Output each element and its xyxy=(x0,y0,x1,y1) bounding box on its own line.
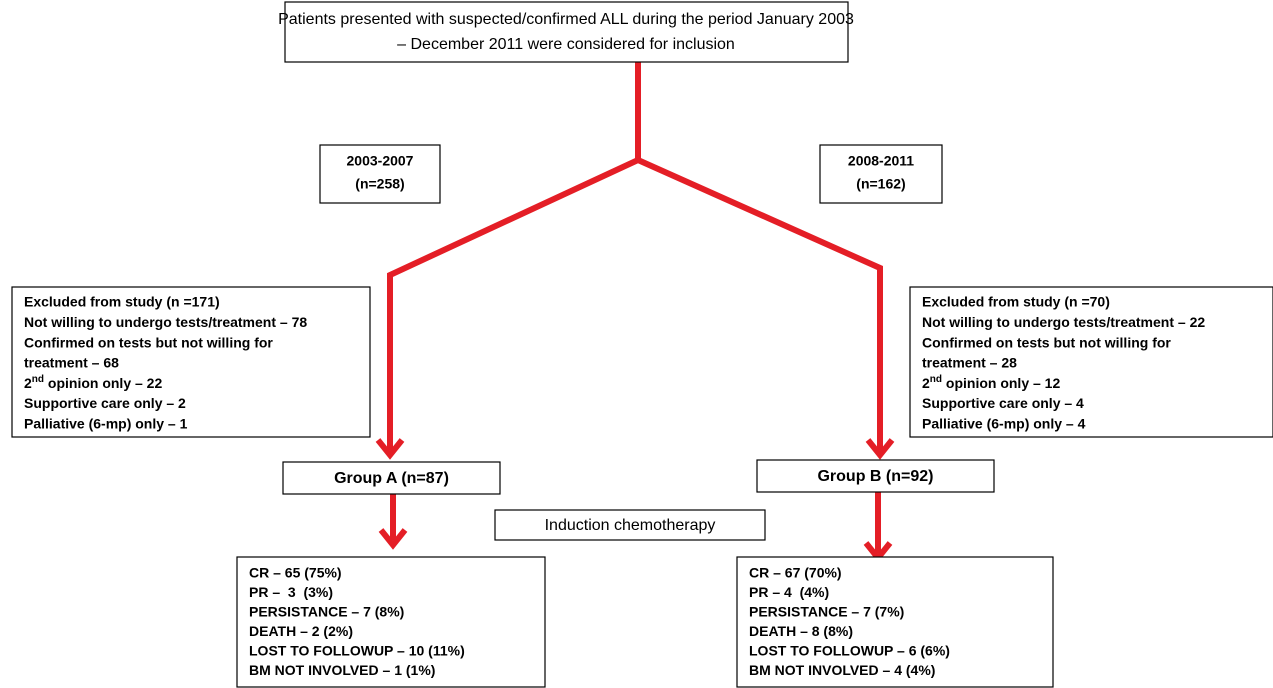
group-label: Group A (n=87) xyxy=(334,470,449,487)
connector xyxy=(636,157,883,450)
superscript: nd xyxy=(32,374,44,385)
text-line: 2nd opinion only – 12 xyxy=(922,374,1060,391)
text-line: PERSISTANCE – 7 (8%) xyxy=(249,604,404,620)
text-line: – December 2011 were considered for incl… xyxy=(397,36,735,53)
text-part: opinion only – 22 xyxy=(44,375,162,391)
box xyxy=(11,286,371,438)
text-line: (n=258) xyxy=(355,176,404,192)
text-line: 2nd opinion only – 22 xyxy=(24,374,162,391)
text-line: treatment – 68 xyxy=(24,355,119,371)
superscript: nd xyxy=(930,374,942,385)
text-line: DEATH – 2 (2%) xyxy=(249,623,353,639)
text-line: LOST TO FOLLOWUP – 10 (11%) xyxy=(249,643,465,659)
text-line: Confirmed on tests but not willing for xyxy=(24,334,273,350)
text-line: BM NOT INVOLVED – 1 (1%) xyxy=(249,662,435,678)
connectors xyxy=(375,62,895,563)
box xyxy=(236,556,546,688)
box xyxy=(494,509,766,541)
arrowhead xyxy=(865,438,895,460)
text-line: Not willing to undergo tests/treatment –… xyxy=(24,314,307,330)
text-line: 2003-2007 xyxy=(347,153,414,169)
arrowhead xyxy=(378,528,408,550)
text-line: Excluded from study (n =70) xyxy=(922,294,1110,310)
text-part: 2 xyxy=(922,375,930,391)
text-line: (n=162) xyxy=(856,176,905,192)
text-line: PERSISTANCE – 7 (7%) xyxy=(749,604,904,620)
text-line: Palliative (6-mp) only – 4 xyxy=(922,416,1086,432)
text-line: DEATH – 8 (8%) xyxy=(749,623,853,639)
text-line: CR – 65 (75%) xyxy=(249,565,342,581)
induction-label: Induction chemotherapy xyxy=(545,517,716,534)
box xyxy=(319,144,441,204)
box xyxy=(819,144,943,204)
text-line: PR – 3 (3%) xyxy=(249,584,333,600)
text-line: Patients presented with suspected/confir… xyxy=(278,11,854,28)
box xyxy=(736,556,1054,688)
text-part: opinion only – 12 xyxy=(942,375,1060,391)
box xyxy=(909,286,1273,438)
text-line: Not willing to undergo tests/treatment –… xyxy=(922,314,1205,330)
box xyxy=(282,461,501,495)
box xyxy=(284,1,849,63)
text-line: LOST TO FOLLOWUP – 6 (6%) xyxy=(749,643,950,659)
box xyxy=(756,459,995,493)
group-label: Group B (n=92) xyxy=(817,468,933,485)
connector xyxy=(387,62,641,450)
text-line: Supportive care only – 2 xyxy=(24,395,186,411)
text-line: Excluded from study (n =171) xyxy=(24,294,220,310)
text-line: Confirmed on tests but not willing for xyxy=(922,334,1171,350)
text-line: BM NOT INVOLVED – 4 (4%) xyxy=(749,662,935,678)
arrowhead xyxy=(375,438,405,460)
text-line: Supportive care only – 4 xyxy=(922,395,1084,411)
text-line: CR – 67 (70%) xyxy=(749,565,842,581)
text-line: Palliative (6-mp) only – 1 xyxy=(24,416,188,432)
text-line: PR – 4 (4%) xyxy=(749,584,829,600)
text-line: 2008-2011 xyxy=(848,153,914,169)
text-line: treatment – 28 xyxy=(922,355,1017,371)
text-part: 2 xyxy=(24,375,32,391)
